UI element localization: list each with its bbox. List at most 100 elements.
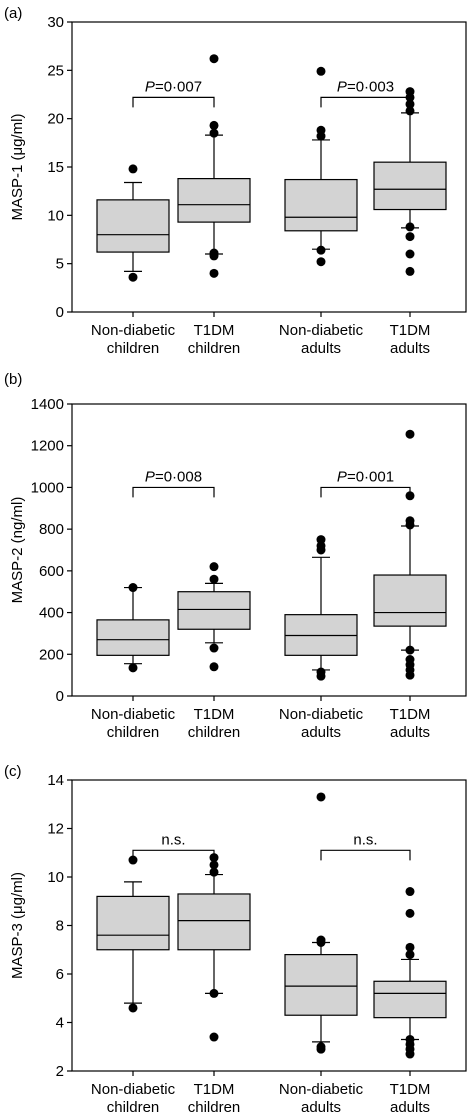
significance-label: P=0·008 [145, 468, 202, 485]
outlier-point [405, 942, 415, 952]
category-label-line2: adults [301, 1099, 341, 1116]
box-group [96, 855, 170, 1013]
y-tick-label: 4 [56, 1015, 64, 1032]
outlier-point [209, 54, 219, 64]
box-iqr [177, 591, 251, 630]
box-group [96, 583, 170, 673]
plot-frame [71, 403, 467, 697]
box-group [373, 87, 447, 276]
panel-tag: (c) [4, 763, 22, 780]
outlier-point [316, 541, 326, 551]
outlier-point [209, 120, 219, 130]
outlier-point [316, 125, 326, 135]
y-tick-label: 25 [47, 62, 64, 79]
significance-bracket: P=0·007 [132, 78, 215, 108]
category-label-line1: Non-diabetic [91, 706, 176, 723]
y-tick-label: 5 [56, 256, 64, 273]
outlier-point [128, 272, 138, 282]
category-label-line1: T1DM [194, 1081, 235, 1098]
y-tick-label: 200 [39, 646, 64, 663]
outlier-point [209, 128, 219, 138]
category-label-line2: adults [301, 724, 341, 741]
significance-label: n.s. [353, 831, 377, 848]
y-tick-label: 1200 [31, 438, 64, 455]
box-iqr [96, 199, 170, 253]
category-label-line2: children [107, 340, 160, 357]
outlier-point [316, 66, 326, 76]
category-label-line1: T1DM [390, 1081, 431, 1098]
outlier-point [316, 1042, 326, 1052]
category-label-line2: children [107, 1099, 160, 1116]
outlier-point [405, 516, 415, 526]
outlier-point [316, 245, 326, 255]
y-tick-label: 8 [56, 918, 64, 935]
y-tick-label: 800 [39, 521, 64, 538]
category-label-line1: Non-diabetic [279, 706, 364, 723]
box-iqr [177, 893, 251, 951]
outlier-point [405, 266, 415, 276]
box-group [284, 66, 358, 267]
outlier-point [405, 887, 415, 897]
outlier-point [209, 562, 219, 572]
outlier-point [405, 429, 415, 439]
outlier-point [405, 222, 415, 232]
box-iqr [284, 953, 358, 1016]
outlier-point [316, 792, 326, 802]
category-label-line2: children [107, 724, 160, 741]
box-group [284, 535, 358, 681]
box-iqr [373, 980, 447, 1019]
category-label-line2: adults [301, 340, 341, 357]
panel-tag: (a) [4, 5, 22, 22]
outlier-point [405, 1034, 415, 1044]
box-group [177, 562, 251, 672]
y-axis-title: MASP-3 (μg/ml) [9, 872, 26, 979]
category-label-line1: T1DM [390, 706, 431, 723]
box-group [177, 853, 251, 1042]
y-tick-label: 14 [47, 772, 64, 789]
significance-label: n.s. [161, 831, 185, 848]
outlier-point [209, 248, 219, 258]
category-label-line1: Non-diabetic [91, 1081, 176, 1098]
outlier-point [209, 1032, 219, 1042]
box-iqr [373, 161, 447, 211]
outlier-point [316, 257, 326, 267]
category-label-line1: T1DM [194, 706, 235, 723]
box-iqr [96, 619, 170, 656]
outlier-point [316, 935, 326, 945]
y-tick-label: 1000 [31, 479, 64, 496]
category-label-line1: T1DM [194, 322, 235, 339]
bracket-line [132, 96, 215, 108]
y-tick-label: 1400 [31, 396, 64, 413]
box-group [373, 429, 447, 680]
y-axis-title: MASP-1 (μg/ml) [9, 114, 26, 221]
y-tick-label: 600 [39, 563, 64, 580]
box-iqr [284, 178, 358, 232]
box-group [96, 164, 170, 282]
significance-label: P=0·003 [337, 78, 394, 95]
outlier-point [405, 908, 415, 918]
outlier-point [405, 655, 415, 664]
significance-label: P=0·007 [145, 78, 202, 95]
outlier-point [405, 106, 415, 116]
outlier-point [209, 574, 219, 584]
category-label-line2: children [188, 340, 241, 357]
category-label-line2: adults [390, 724, 430, 741]
outlier-point [316, 667, 326, 677]
outlier-point [405, 645, 415, 655]
box-group [373, 887, 447, 1059]
outlier-point [128, 663, 138, 673]
panel-1: (a) 0 5 10 15 20 25 30 MASP-1 (μg/ml) Non-diabeti… [4, 5, 467, 357]
significance-bracket: P=0·001 [320, 468, 411, 498]
category-label-line1: Non-diabetic [91, 322, 176, 339]
significance-bracket: n.s. [320, 831, 411, 861]
y-tick-label: 30 [47, 14, 64, 31]
box-iqr [96, 895, 170, 951]
y-tick-label: 10 [47, 869, 64, 886]
category-label-line2: adults [390, 340, 430, 357]
y-tick-label: 12 [47, 821, 64, 838]
bracket-line [320, 849, 411, 861]
outlier-point [128, 583, 138, 593]
category-label-line1: Non-diabetic [279, 1081, 364, 1098]
bracket-line [320, 96, 411, 108]
